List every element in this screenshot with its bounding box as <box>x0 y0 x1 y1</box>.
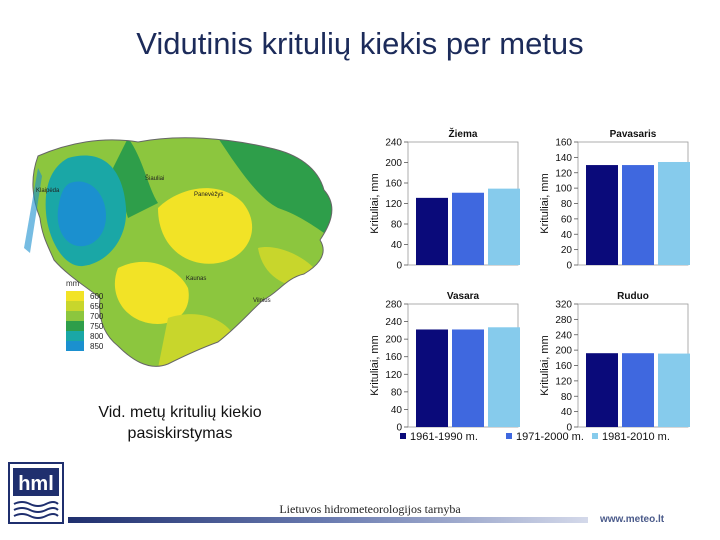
footer-bar <box>68 517 588 523</box>
city-label: Kaunas <box>186 276 206 282</box>
chart-panel: Ruduo 0 40 80 120 160 200 240 280 320 Krituliai, m… <box>539 291 690 434</box>
bar <box>586 165 618 265</box>
map-legend: mm 600 650 700 750 800 850 <box>66 279 104 351</box>
bar <box>488 327 520 427</box>
legend-swatch-850 <box>66 341 84 351</box>
y-tick-label: 40 <box>391 405 403 416</box>
y-tick-label: 200 <box>555 346 572 357</box>
legend-swatch <box>592 433 598 439</box>
y-tick-label: 200 <box>385 158 402 169</box>
chart-title: Pavasaris <box>610 129 657 140</box>
bar <box>622 165 654 265</box>
chart-panel: Pavasaris 0 20 40 60 80 100 120 140 160 Krituliai,… <box>539 129 690 272</box>
precipitation-map: mm 600 650 700 750 800 850 Klaipėda Šiau… <box>24 137 333 367</box>
caption-line: Vid. metų kritulių kiekio <box>98 404 262 421</box>
city-label: Panevėžys <box>194 192 223 198</box>
legend-swatch-600 <box>66 291 84 301</box>
y-tick-label: 120 <box>555 376 572 387</box>
y-tick-label: 80 <box>561 392 573 403</box>
legend-label: 850 <box>90 342 104 351</box>
chart-title: Ruduo <box>617 291 649 302</box>
y-tick-label: 0 <box>396 261 402 272</box>
chart-title: Žiema <box>449 127 478 140</box>
bar <box>586 353 618 427</box>
y-tick-label: 20 <box>561 245 573 256</box>
y-tick-label: 240 <box>385 138 402 149</box>
y-tick-label: 0 <box>396 423 402 434</box>
footer-text: Lietuvos hidrometeorologijos tarnyba <box>279 502 461 516</box>
y-tick-label: 0 <box>566 261 572 272</box>
y-tick-label: 160 <box>555 361 572 372</box>
y-tick-label: 80 <box>391 387 403 398</box>
bar <box>416 197 448 265</box>
y-tick-label: 100 <box>555 184 572 195</box>
chart-title: Vasara <box>447 291 480 302</box>
y-tick-label: 0 <box>566 423 572 434</box>
y-tick-label: 120 <box>385 199 402 210</box>
bar <box>416 329 448 427</box>
caption-line: pasiskirstymas <box>127 425 233 442</box>
bar <box>452 192 484 265</box>
legend-swatch-750 <box>66 321 84 331</box>
city-label: Šiauliai <box>145 175 164 182</box>
legend-swatch-650 <box>66 301 84 311</box>
chart-panel: Žiema 0 40 80 120 160 200 240 Krituliai, mm <box>369 127 520 272</box>
y-axis-label: Krituliai, mm <box>369 335 381 396</box>
legend-swatch-700 <box>66 311 84 321</box>
y-tick-label: 80 <box>561 199 573 210</box>
legend-label: 600 <box>90 292 104 301</box>
y-tick-label: 40 <box>391 240 403 251</box>
y-tick-label: 40 <box>561 407 573 418</box>
chart-legend: 1961-1990 m. 1971-2000 m. 1981-2010 m. <box>400 431 670 443</box>
y-tick-label: 280 <box>385 300 402 311</box>
y-tick-label: 240 <box>385 317 402 328</box>
city-label: Vilnius <box>253 298 271 304</box>
y-tick-label: 140 <box>555 153 572 164</box>
y-tick-label: 280 <box>555 315 572 326</box>
y-axis-label: Krituliai, mm <box>539 335 551 396</box>
legend-label: 750 <box>90 322 104 331</box>
y-tick-label: 40 <box>561 230 573 241</box>
bar <box>658 353 690 427</box>
legend-label: 1981-2010 m. <box>602 431 670 443</box>
legend-label: 700 <box>90 312 104 321</box>
y-tick-label: 80 <box>391 220 403 231</box>
website-url: www.meteo.lt <box>600 514 665 525</box>
y-tick-label: 120 <box>385 370 402 381</box>
chart-panel: Vasara 0 40 80 120 160 200 240 280 Krituliai, mm <box>369 291 520 434</box>
y-tick-label: 320 <box>555 300 572 311</box>
legend-swatch-800 <box>66 331 84 341</box>
bar <box>488 188 520 265</box>
legend-label: 800 <box>90 332 104 341</box>
map-caption: Vid. metų kritulių kiekio pasiskirstymas <box>60 402 300 444</box>
bar <box>622 353 654 427</box>
logo-text: hml <box>18 473 54 495</box>
legend-label: 1961-1990 m. <box>410 431 478 443</box>
slide-title: Vidutinis kritulių kiekis per metus <box>136 26 584 61</box>
y-tick-label: 160 <box>555 138 572 149</box>
y-tick-label: 200 <box>385 335 402 346</box>
bar <box>658 161 690 265</box>
y-tick-label: 160 <box>385 352 402 363</box>
y-tick-label: 160 <box>385 179 402 190</box>
legend-swatch <box>506 433 512 439</box>
legend-label: 650 <box>90 302 104 311</box>
city-label: Klaipėda <box>36 188 60 194</box>
bar <box>452 329 484 427</box>
y-axis-label: Krituliai, mm <box>539 173 551 234</box>
y-tick-label: 120 <box>555 168 572 179</box>
y-axis-label: Krituliai, mm <box>369 173 381 234</box>
y-tick-label: 60 <box>561 214 573 225</box>
legend-unit: mm <box>66 279 80 288</box>
legend-swatch <box>400 433 406 439</box>
y-tick-label: 240 <box>555 330 572 341</box>
legend-label: 1971-2000 m. <box>516 431 584 443</box>
hml-logo: hml <box>8 462 64 524</box>
